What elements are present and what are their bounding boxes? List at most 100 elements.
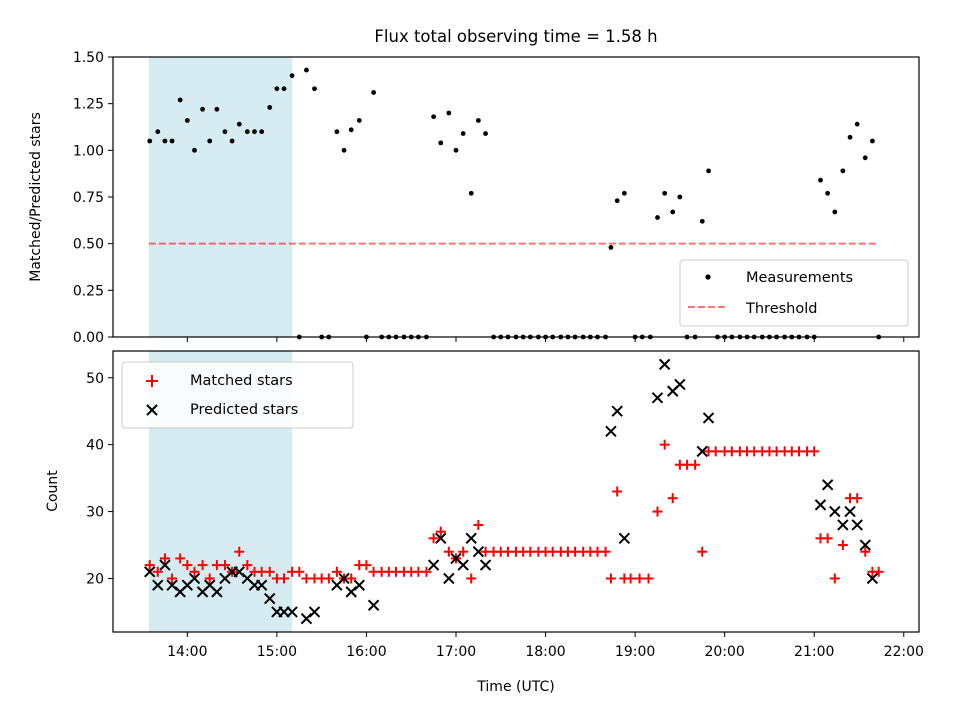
- predicted-star-point: [427, 559, 440, 571]
- measurement-point: [854, 121, 860, 127]
- measurement-point: [289, 73, 295, 79]
- measurement-point: [281, 86, 287, 92]
- measurement-point: [341, 147, 347, 153]
- measurement-point: [371, 90, 377, 95]
- matched-star-point: [428, 533, 439, 544]
- top-y-ticks: 0.00 0.25 0.50 0.75 1.00 1.25 1.50: [73, 50, 113, 346]
- predicted-star-point: [696, 445, 708, 458]
- matched-star-point: [182, 560, 193, 571]
- measurement-point: [192, 147, 197, 153]
- measurement-point: [862, 155, 868, 161]
- predicted-star-point: [211, 586, 223, 598]
- measurement-point: [870, 138, 875, 144]
- predicted-star-point: [814, 499, 827, 511]
- predicted-star-point: [821, 479, 834, 491]
- matched-star-point: [435, 526, 446, 537]
- predicted-star-point: [851, 519, 863, 531]
- matched-star-point: [634, 573, 645, 584]
- measurement-point: [832, 209, 838, 215]
- measurement-point: [446, 110, 452, 116]
- measurement-point: [655, 215, 660, 220]
- legend-predicted-marker: [146, 404, 158, 416]
- top-legend: Measurements Threshold: [679, 259, 909, 327]
- matched-star-point: [600, 546, 611, 557]
- predicted-star-point: [859, 539, 871, 551]
- measurement-point: [244, 129, 250, 135]
- measurement-point: [162, 138, 168, 144]
- matched-star-point: [652, 506, 663, 517]
- matched-star-point: [421, 566, 432, 577]
- measurement-point: [184, 118, 190, 123]
- matched-star-point: [837, 540, 848, 551]
- bottom-x-tick-label: 19:00: [615, 644, 655, 660]
- matched-star-point: [361, 560, 372, 571]
- matched-star-point: [873, 566, 884, 577]
- matched-star-point: [264, 566, 275, 577]
- measurement-point: [608, 245, 614, 250]
- measurement-point: [677, 194, 683, 200]
- matched-star-point: [323, 573, 334, 584]
- predicted-star-point: [658, 358, 671, 371]
- bottom-y-axis-label: Count: [45, 470, 61, 512]
- predicted-star-point: [611, 405, 623, 417]
- measurement-point: [334, 129, 340, 135]
- matched-star-point: [279, 573, 290, 584]
- bottom-x-tick-label: 22:00: [884, 644, 924, 660]
- measurement-point: [222, 129, 228, 135]
- predicted-star-point: [286, 606, 298, 618]
- predicted-star-point: [651, 392, 664, 404]
- measurement-point: [483, 131, 488, 136]
- predicted-star-point: [829, 505, 841, 518]
- predicted-star-point: [866, 572, 879, 585]
- matched-star-point: [852, 493, 863, 504]
- legend-measurements-marker: [705, 274, 711, 280]
- predicted-star-point: [152, 579, 164, 591]
- measurement-point: [670, 209, 676, 215]
- matched-star-point: [242, 560, 253, 571]
- matched-star-point: [473, 519, 484, 530]
- predicted-star-point: [702, 412, 715, 424]
- measurement-point: [147, 138, 153, 144]
- measurement-point: [818, 177, 823, 183]
- matched-star-point: [605, 573, 616, 584]
- top-axes-frame: [112, 56, 920, 338]
- bottom-y-tick-label: 50: [86, 371, 104, 387]
- legend-matched-label: Matched stars: [190, 373, 293, 389]
- measurement-point: [312, 86, 317, 92]
- matched-star-point: [659, 439, 670, 450]
- matched-star-point: [346, 573, 357, 584]
- bottom-panel: 20 30 40 50 14:00 15:00 16:00 17:00 18:00 19:00 2…: [45, 350, 924, 695]
- measurement-point: [207, 138, 213, 144]
- bottom-y-tick-label: 40: [86, 438, 104, 454]
- matched-star-point: [822, 533, 833, 544]
- matched-star-point: [204, 573, 215, 584]
- bottom-x-tick-label: 15:00: [257, 644, 297, 660]
- predicted-star-point: [264, 592, 276, 605]
- top-x-tick-marks: [186, 337, 905, 342]
- legend-predicted-label: Predicted stars: [190, 402, 298, 418]
- bottom-x-ticks: 14:00 15:00 16:00 17:00 18:00 19:00 20:00 21:00…: [167, 632, 924, 660]
- bottom-x-tick-label: 21:00: [794, 644, 834, 660]
- bottom-x-tick-label: 14:00: [167, 644, 207, 660]
- matched-star-point: [159, 553, 170, 564]
- bottom-y-tick-label: 30: [86, 505, 104, 521]
- matched-star-point: [152, 566, 163, 577]
- x-axis-label: Time (UTC): [476, 679, 554, 695]
- top-y-tick-label: 0.25: [73, 283, 104, 299]
- matched-star-point: [458, 546, 469, 557]
- bottom-x-tick-label: 20:00: [704, 644, 744, 660]
- matched-star-point: [331, 566, 342, 577]
- measurement-point: [662, 190, 668, 196]
- measurement-point: [460, 131, 466, 136]
- measurement-point: [438, 140, 444, 146]
- predicted-star-point: [188, 572, 201, 585]
- top-legend-box: [679, 259, 909, 327]
- predicted-star-point: [605, 425, 617, 437]
- measurement-point: [847, 134, 853, 140]
- measurement-point: [699, 218, 705, 224]
- measurement-point: [825, 190, 831, 196]
- matched-star-point: [294, 566, 305, 577]
- top-panel: 0.00 0.25 0.50 0.75 1.00 1.25 1.50 Flux total …: [28, 27, 920, 346]
- bottom-y-ticks: 20 30 40 50: [86, 371, 113, 587]
- matched-star-point: [690, 459, 701, 470]
